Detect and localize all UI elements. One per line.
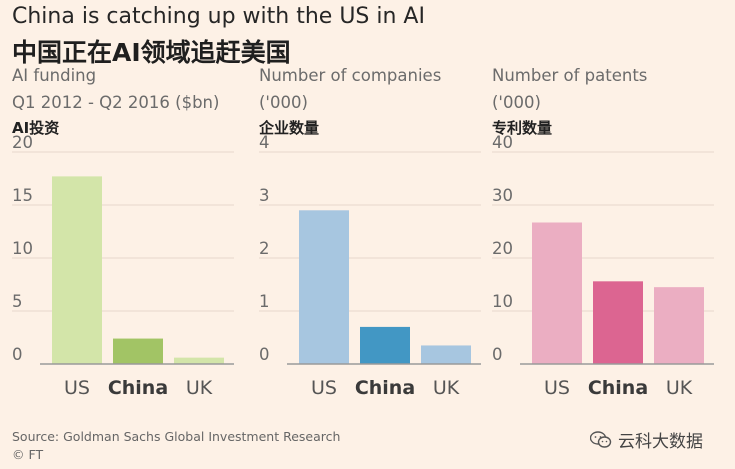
y-tick-label: 30 (492, 186, 513, 205)
companies-title: Number of companies (259, 66, 442, 85)
patents-panel: Number of patents ('000) 专利数量 0 10 20 30 40 U… (492, 66, 722, 406)
patents-title: Number of patents (492, 66, 648, 85)
funding-chart: 0 5 10 15 20 US China UK (12, 133, 234, 399)
bar-china (113, 338, 163, 364)
x-tick-label: US (64, 377, 90, 399)
y-tick-label: 15 (12, 186, 33, 205)
companies-title-chinese: 企业数量 (259, 119, 320, 137)
y-tick-label: 3 (259, 186, 270, 205)
bar-uk (174, 357, 224, 364)
source-note: Source: Goldman Sachs Global Investment … (12, 429, 341, 444)
bar-china (360, 326, 410, 364)
x-tick-label: UK (433, 377, 460, 399)
y-tick-label: 0 (12, 345, 23, 364)
bar-uk (421, 345, 471, 364)
y-tick-label: 0 (492, 345, 503, 364)
patents-chart: 0 10 20 30 40 US China UK (492, 133, 714, 399)
bar-us (299, 210, 349, 364)
x-tick-label: US (311, 377, 337, 399)
x-tick-label: US (544, 377, 570, 399)
chart-title: China is catching up with the US in AI (12, 4, 425, 29)
funding-subtitle: Q1 2012 - Q2 2016 ($bn) (12, 93, 220, 112)
y-tick-label: 40 (492, 133, 513, 152)
funding-title: AI funding (12, 66, 97, 85)
watermark: 云科大数据 (589, 427, 703, 452)
funding-panel: AI funding Q1 2012 - Q2 2016 ($bn) AI投资 … (12, 66, 242, 406)
funding-title-chinese: AI投资 (12, 119, 60, 137)
y-tick-label: 20 (12, 133, 33, 152)
y-tick-label: 1 (259, 292, 270, 311)
x-tick-label: China (355, 377, 415, 399)
y-tick-label: 4 (259, 133, 270, 152)
companies-panel: Number of companies ('000) 企业数量 0 1 2 3 4 US C… (259, 66, 489, 406)
y-tick-label: 10 (12, 239, 33, 258)
patents-subtitle: ('000) (492, 93, 541, 112)
companies-chart: 0 1 2 3 4 US China UK (259, 133, 481, 399)
y-tick-label: 0 (259, 345, 270, 364)
bar-us (532, 222, 582, 364)
x-tick-label: UK (186, 377, 213, 399)
patents-title-chinese: 专利数量 (492, 119, 553, 137)
bar-uk (654, 287, 704, 364)
x-tick-label: China (108, 377, 168, 399)
wechat-icon (589, 430, 612, 449)
companies-subtitle: ('000) (259, 93, 308, 112)
bar-us (52, 176, 102, 364)
x-tick-label: China (588, 377, 648, 399)
x-tick-label: UK (666, 377, 693, 399)
watermark-text: 云科大数据 (618, 432, 703, 452)
copyright-note: © FT (12, 447, 44, 462)
y-tick-label: 5 (12, 292, 23, 311)
y-tick-label: 20 (492, 239, 513, 258)
bar-china (593, 281, 643, 364)
y-tick-label: 10 (492, 292, 513, 311)
y-tick-label: 2 (259, 239, 270, 258)
chart-title-chinese: 中国正在AI领域追赶美国 (12, 38, 291, 67)
